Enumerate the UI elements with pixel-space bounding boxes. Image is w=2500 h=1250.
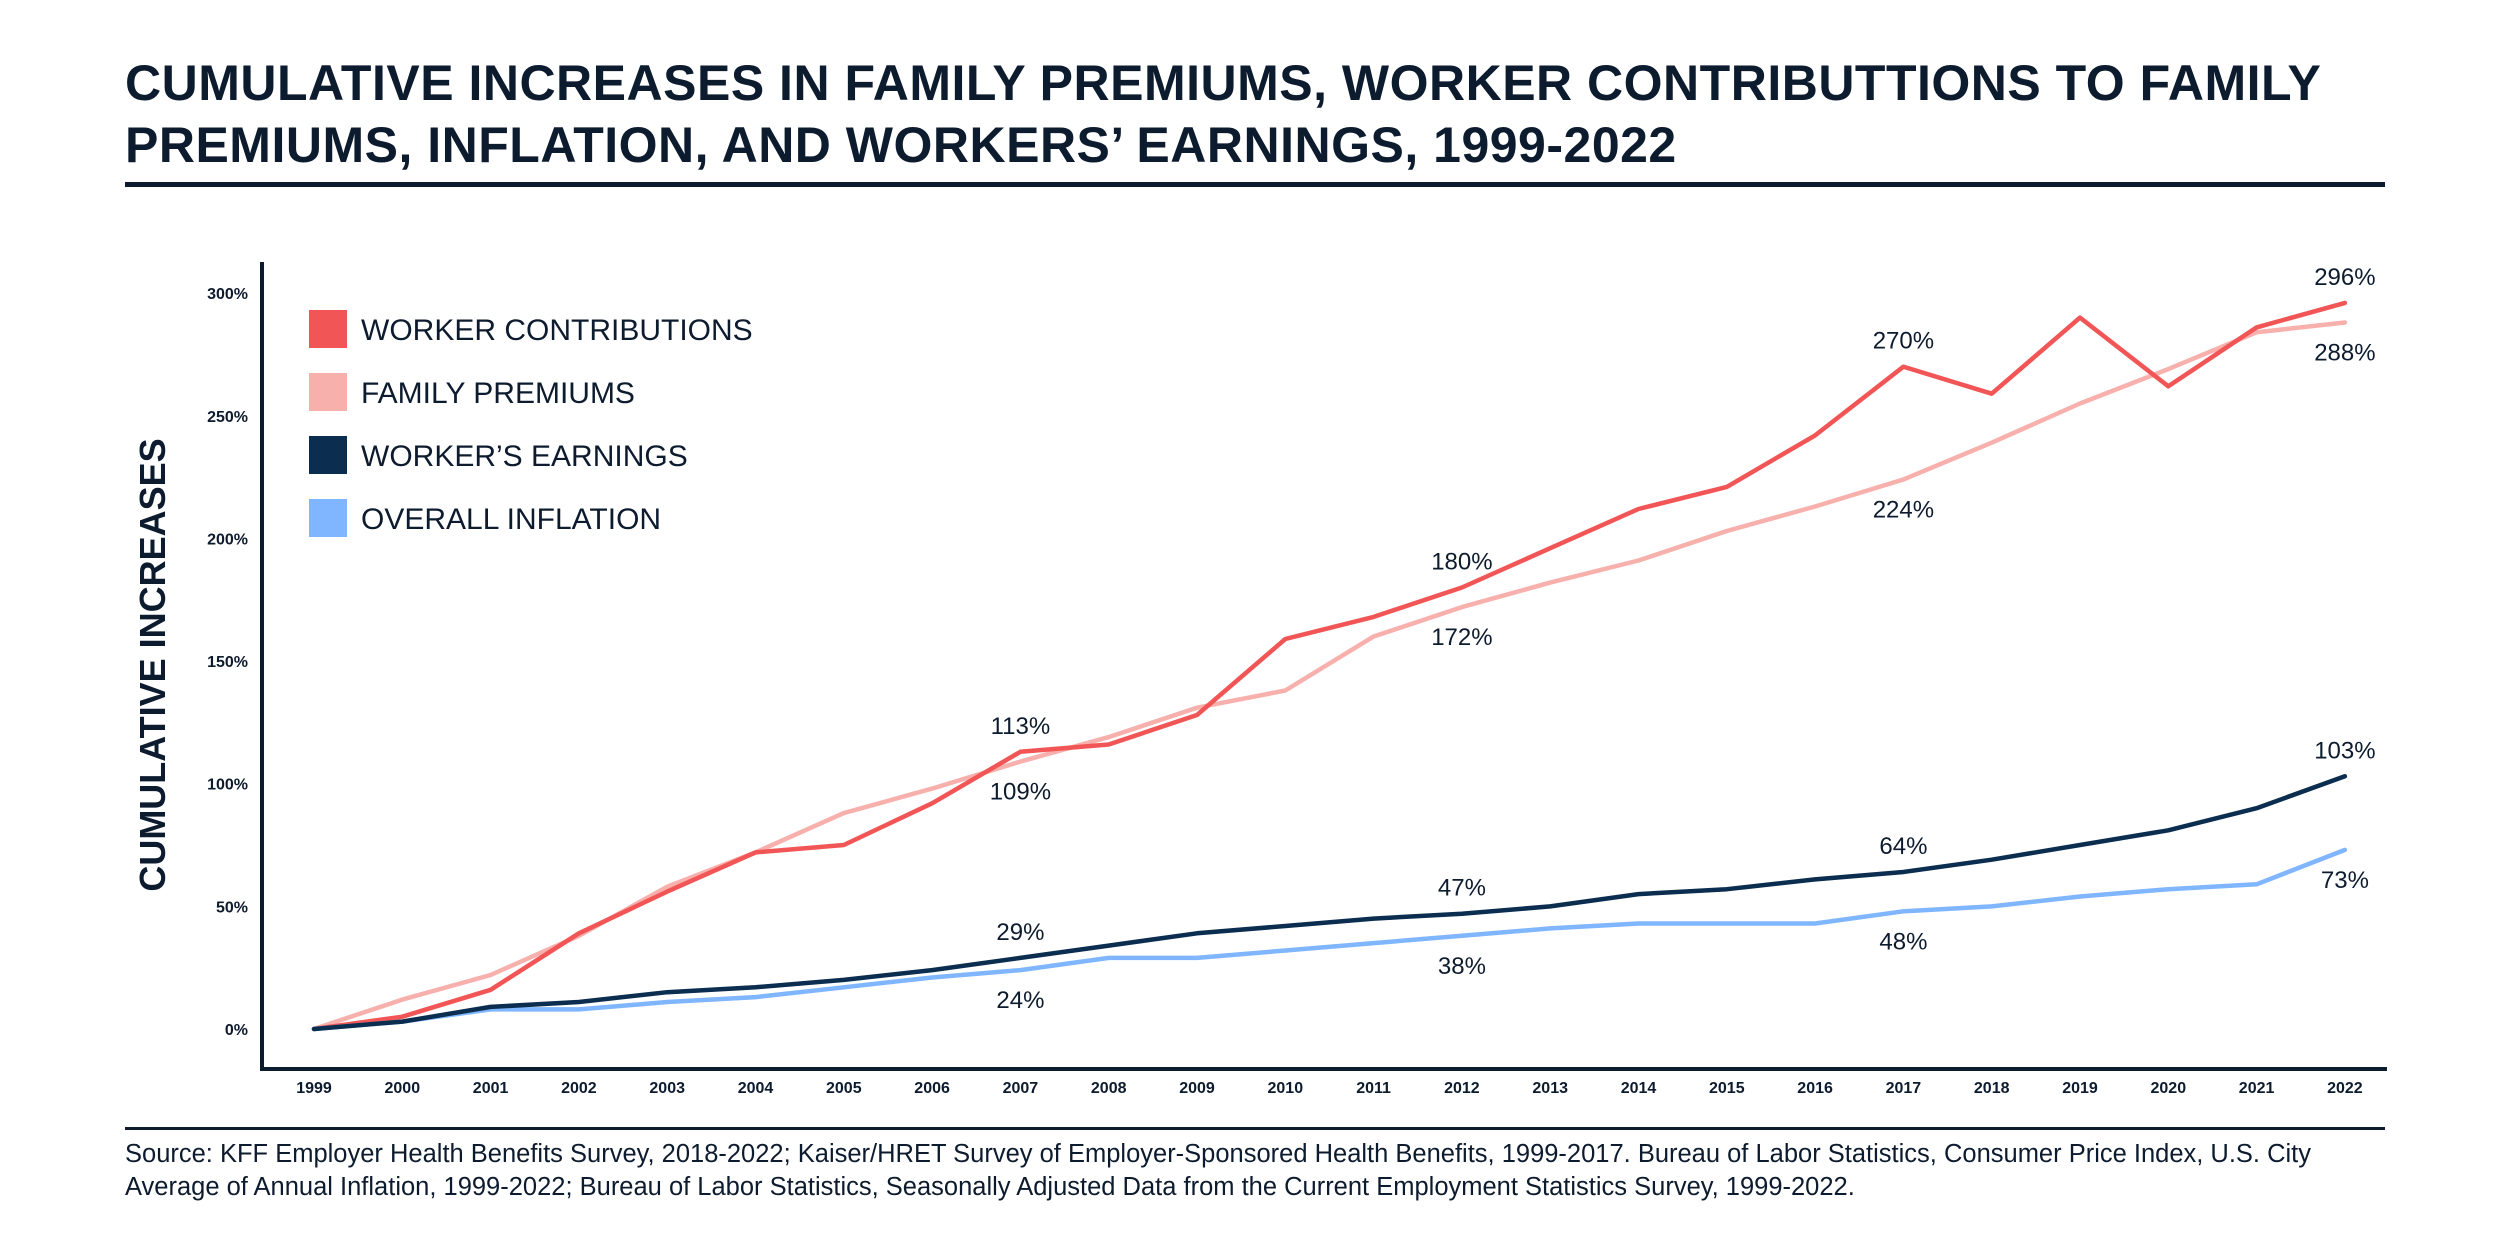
x-tick-label: 2021 xyxy=(2239,1080,2275,1097)
x-tick-label: 2000 xyxy=(385,1080,421,1097)
data-label: 288% xyxy=(2314,340,2375,367)
data-labels: 113% 109% 180% 172% 270% 224% 296% 288% 29% 24% 47… xyxy=(990,264,2376,1014)
source-divider xyxy=(125,1127,2385,1130)
data-label: 47% xyxy=(1438,875,1486,902)
legend-swatch xyxy=(309,373,347,411)
x-tick-label: 2010 xyxy=(1268,1080,1304,1097)
x-tick-label: 2009 xyxy=(1179,1080,1215,1097)
data-label: 270% xyxy=(1873,328,1934,355)
chart-title: CUMULATIVE INCREASES IN FAMILY PREMIUMS,… xyxy=(125,55,2321,173)
data-label: 224% xyxy=(1873,497,1934,524)
x-tick-label: 1999 xyxy=(296,1080,332,1097)
y-tick-labels: 0% 50% 100% 150% 200% 250% 300% xyxy=(207,286,248,1039)
x-tick-label: 2011 xyxy=(1356,1080,1391,1097)
x-tick-label: 2013 xyxy=(1532,1080,1568,1097)
data-label: 73% xyxy=(2321,867,2369,894)
x-tick-label: 2008 xyxy=(1091,1080,1127,1097)
x-tick-label: 2003 xyxy=(649,1080,685,1097)
y-tick-label: 100% xyxy=(207,777,248,794)
data-label: 296% xyxy=(2314,264,2375,291)
x-tick-label: 2020 xyxy=(2151,1080,2187,1097)
y-tick-label: 150% xyxy=(207,654,248,671)
x-tick-label: 2018 xyxy=(1974,1080,2010,1097)
x-tick-label: 2012 xyxy=(1444,1080,1480,1097)
x-tick-label: 2001 xyxy=(473,1080,509,1097)
series-line xyxy=(311,774,2348,1032)
legend-swatch xyxy=(309,310,347,348)
legend-label: FAMILY PREMIUMS xyxy=(361,377,635,410)
chart-axes xyxy=(260,262,2387,1071)
data-label: 38% xyxy=(1438,953,1486,980)
y-axis-label: CUMULATIVE INCREASES xyxy=(132,438,173,891)
data-label: 29% xyxy=(996,919,1044,946)
data-label: 48% xyxy=(1879,928,1927,955)
data-label: 109% xyxy=(990,779,1051,806)
x-tick-label: 2004 xyxy=(738,1080,774,1097)
source-note: Source: KFF Employer Health Benefits Sur… xyxy=(125,1140,2312,1201)
series-line xyxy=(311,320,2348,1032)
data-label: 180% xyxy=(1431,548,1492,575)
legend-label: OVERALL INFLATION xyxy=(361,503,661,536)
x-tick-label: 2019 xyxy=(2062,1080,2098,1097)
title-divider xyxy=(125,182,2385,187)
x-tick-label: 2005 xyxy=(826,1080,862,1097)
x-tick-label: 2015 xyxy=(1709,1080,1745,1097)
x-tick-label: 2007 xyxy=(1003,1080,1039,1097)
x-tick-labels: 1999 2000 2001 2002 2003 2004 2005 2006 2007 2008… xyxy=(296,1080,2363,1097)
y-tick-label: 250% xyxy=(207,409,248,426)
data-label: 103% xyxy=(2314,737,2375,764)
legend-swatch xyxy=(309,436,347,474)
x-tick-label: 2017 xyxy=(1886,1080,1922,1097)
y-tick-label: 0% xyxy=(225,1022,248,1039)
x-tick-label: 2016 xyxy=(1797,1080,1833,1097)
legend: WORKER CONTRIBUTIONS FAMILY PREMIUMS WORKE… xyxy=(309,310,753,537)
legend-swatch xyxy=(309,499,347,537)
y-tick-label: 200% xyxy=(207,531,248,548)
data-label: 172% xyxy=(1431,624,1492,651)
series-line xyxy=(311,300,2348,1032)
series-line xyxy=(311,847,2348,1032)
x-tick-label: 2022 xyxy=(2327,1080,2363,1097)
y-tick-label: 300% xyxy=(207,286,248,303)
x-tick-label: 2006 xyxy=(914,1080,950,1097)
data-label: 24% xyxy=(996,987,1044,1014)
data-label: 64% xyxy=(1879,833,1927,860)
legend-label: WORKER’S EARNINGS xyxy=(361,440,688,473)
x-tick-label: 2014 xyxy=(1621,1080,1657,1097)
series-lines xyxy=(311,300,2348,1032)
data-label: 113% xyxy=(991,713,1051,740)
y-tick-label: 50% xyxy=(216,899,248,916)
x-tick-label: 2002 xyxy=(561,1080,597,1097)
legend-label: WORKER CONTRIBUTIONS xyxy=(361,314,753,347)
